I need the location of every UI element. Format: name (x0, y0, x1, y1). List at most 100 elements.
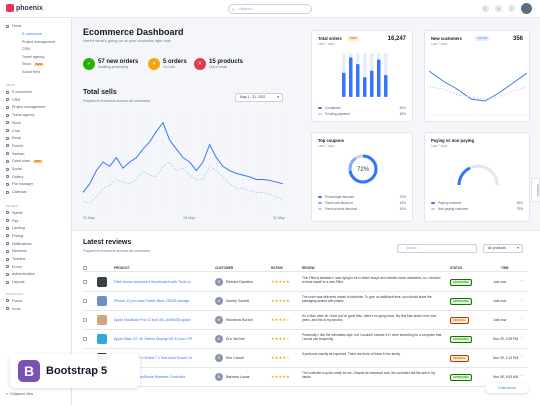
chat-demo-button[interactable]: Chat demo (485, 383, 529, 393)
sidebar-item-page[interactable]: Errors (6, 265, 22, 269)
page-icon (6, 265, 9, 269)
more-options-icon[interactable]: ⋯ (520, 279, 524, 283)
sidebar-item-app[interactable]: Travel agency (6, 113, 34, 117)
review-time: Just now (493, 299, 507, 303)
select-all-checkbox[interactable] (83, 266, 87, 270)
product-thumbnail[interactable] (97, 334, 107, 344)
sidebar-subitem[interactable]: Social feed (22, 69, 40, 74)
legend-paying: Paying customer 30% (431, 201, 523, 205)
col-product[interactable]: PRODUCT (114, 266, 130, 270)
user-avatar[interactable] (521, 3, 532, 14)
sidebar-item-module[interactable]: Icons (6, 307, 21, 311)
more-options-icon[interactable]: ⋯ (520, 355, 524, 359)
app-icon (6, 129, 9, 133)
sidebar-item-app[interactable]: Social (6, 167, 22, 171)
sidebar-item-page[interactable]: Members (6, 249, 27, 253)
row-checkbox[interactable] (83, 299, 87, 303)
order-bar (342, 72, 346, 97)
product-thumbnail[interactable] (97, 296, 107, 306)
sidebar-item-page[interactable]: Faq (6, 219, 18, 223)
customer-name[interactable]: Barbara Lucas (226, 375, 250, 379)
all-products-select[interactable]: All products ▾ (483, 244, 523, 253)
date-range-select[interactable]: May 1 - 31, 2022 ▾ (235, 93, 283, 102)
sidebar-item-page[interactable]: Layouts (6, 280, 25, 284)
product-thumbnail[interactable] (97, 277, 107, 287)
review-text: It's a Mac, after all. Once you've gone … (302, 314, 437, 323)
customer-name[interactable]: Woodrow Burton (226, 318, 253, 322)
sidebar-subitem[interactable]: CRM (22, 47, 31, 51)
sidebar-item-app[interactable]: Project management (6, 105, 45, 109)
customer-name[interactable]: Kim Carroll (226, 356, 244, 360)
col-review[interactable]: REVIEW (302, 266, 315, 270)
x-tick-label: 15 May (183, 216, 195, 220)
customer-name[interactable]: Eric McGee (226, 337, 245, 341)
sidebar-item-page[interactable]: Starter (6, 211, 23, 215)
product-link[interactable]: Fitbit Sense Advanced Smartwatch with To… (114, 280, 192, 284)
customer-name[interactable]: Richard Dawkins (226, 280, 253, 284)
collapse-sidebar-button[interactable]: ⇤ Collapsed View (6, 392, 34, 396)
sidebar-item-app[interactable]: Calendar (6, 190, 27, 194)
col-time[interactable]: TIME (501, 266, 509, 270)
app-icon (6, 167, 9, 171)
page-icon (6, 249, 9, 253)
col-rating[interactable]: RATING (271, 266, 283, 270)
col-customer[interactable]: CUSTOMER (215, 266, 234, 270)
customer-name[interactable]: Ashley Garrett (226, 299, 249, 303)
page-icon (6, 226, 9, 230)
notification-bell-icon[interactable]: ♪ (495, 5, 502, 12)
sidebar-item-app[interactable]: File manager (6, 182, 33, 186)
apps-grid-icon[interactable]: ⋮ (508, 5, 515, 12)
sidebar-item-app[interactable]: E commerce (6, 90, 32, 94)
rating-stars: ★★★★★ (271, 298, 290, 303)
product-link[interactable]: PlayStation 5 DualSense Wireless Control… (114, 375, 186, 379)
sidebar-item-page[interactable]: Notifications (6, 242, 32, 246)
global-search-input[interactable]: ⌕ Search... (228, 4, 312, 14)
product-link[interactable]: Razer Kraken v3 x Wired 7.1 Surround Sou… (114, 356, 192, 360)
module-icon (6, 307, 9, 311)
sidebar-section-modules: MODULES (6, 291, 23, 296)
row-checkbox[interactable] (83, 318, 87, 322)
customize-tab[interactable]: Customize (531, 178, 540, 202)
sidebar-item-home[interactable]: Home (6, 24, 22, 28)
more-options-icon[interactable]: ⋯ (520, 317, 524, 321)
more-options-icon[interactable]: ⋯ (520, 336, 524, 340)
sidebar-item-app[interactable]: Events (6, 144, 23, 148)
table-row: Apple iMac 24" 4K Retina Display M1 8 Co… (83, 330, 528, 349)
customer-avatar: B (215, 373, 223, 381)
sidebar-item-app[interactable]: Kanban (6, 152, 24, 156)
product-link[interactable]: Apple MacBook Pro 13 inch-M1-8/256GB-spa… (114, 318, 191, 322)
row-checkbox[interactable] (83, 337, 87, 341)
sidebar-subitem[interactable]: Stock NEW (22, 62, 45, 66)
product-link[interactable]: Apple iMac 24" 4K Retina Display M1 8 Co… (114, 337, 192, 341)
more-options-icon[interactable]: ⋯ (520, 298, 524, 302)
app-logo[interactable]: phoenix (6, 4, 43, 12)
product-link[interactable]: iPhone 13 pro max-Pacific Blue-128GB sto… (114, 299, 190, 303)
review-text: The controller is quite comfy for me. De… (302, 371, 436, 380)
sidebar-item-app[interactable]: Email (6, 136, 21, 140)
product-thumbnail[interactable] (97, 315, 107, 325)
col-status[interactable]: STATUS (450, 266, 463, 270)
svg-text:72%: 72% (357, 167, 370, 173)
more-options-icon[interactable]: ⋯ (520, 374, 524, 378)
row-checkbox[interactable] (83, 280, 87, 284)
sidebar-item-module[interactable]: Forms (6, 299, 22, 303)
reviews-search-input[interactable]: ⌕ Search (397, 244, 477, 253)
sidebar-subitem[interactable]: E commerce (22, 32, 43, 36)
sidebar-item-page[interactable]: Authentication (6, 272, 35, 276)
sidebar-item-app[interactable]: CRM (6, 98, 20, 102)
sidebar-item-app[interactable]: Stock (6, 121, 21, 125)
review-time: Nov 09, 2:15 PM (493, 356, 519, 360)
sidebar-item-app[interactable]: Gallery (6, 175, 23, 179)
page-subtitle: Here's what's going on at your business … (83, 38, 171, 43)
theme-toggle-icon[interactable]: ☾ (482, 5, 489, 12)
status-badge: APPROVED (450, 279, 472, 286)
sidebar-item-page[interactable]: Timeline (6, 257, 25, 261)
rating-stars: ★★★★☆ (271, 355, 290, 360)
sidebar-item-app[interactable]: Gantt chart NEW (6, 159, 43, 163)
sidebar-subitem[interactable]: Project management (22, 39, 56, 44)
status-badge: APPROVED (450, 374, 472, 381)
sidebar-item-page[interactable]: Landing (6, 226, 25, 230)
sidebar-item-page[interactable]: Pricing (6, 234, 23, 238)
sidebar-subitem[interactable]: Travel agency (22, 54, 45, 59)
sidebar-item-app[interactable]: Chat (6, 129, 20, 133)
